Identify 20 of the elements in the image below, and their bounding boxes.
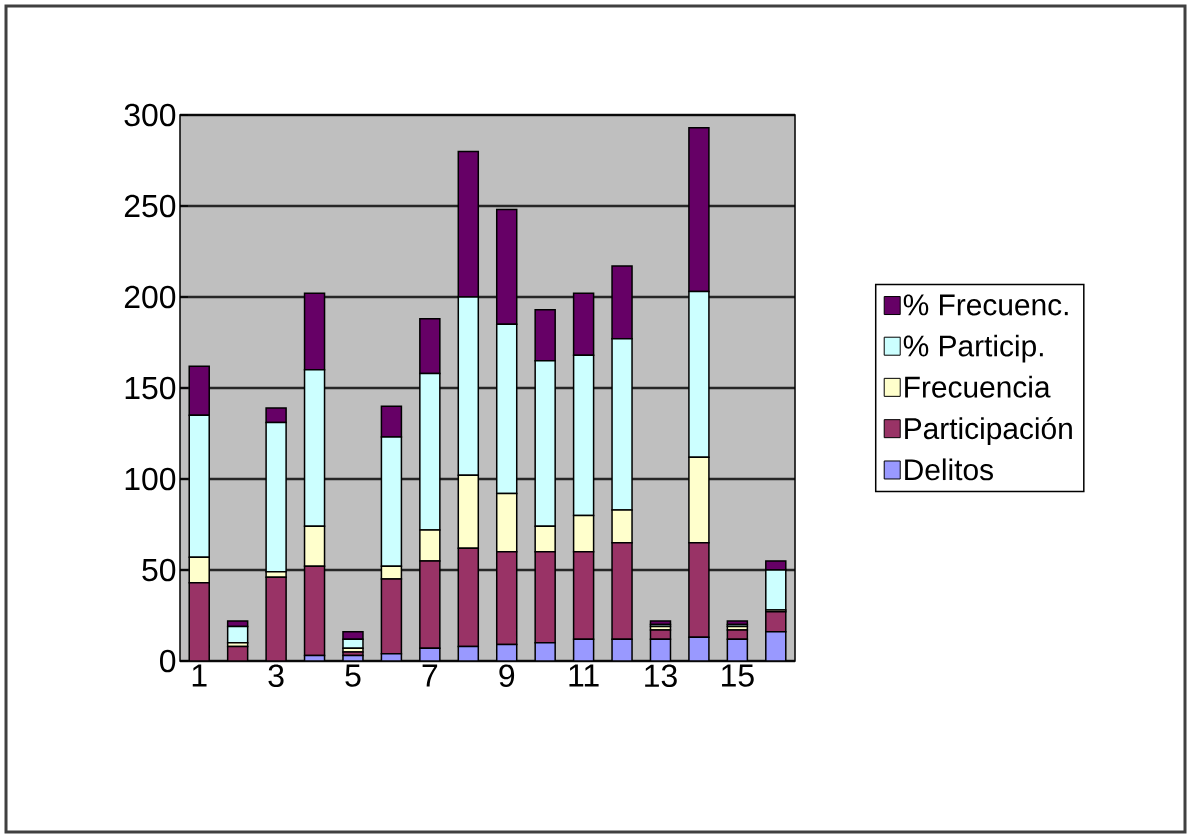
y-tick-label: 250 xyxy=(124,194,176,218)
x-tick-label: 11 xyxy=(569,664,599,687)
y-tick-label: 0 xyxy=(160,649,176,673)
legend-label: Frecuencia xyxy=(905,375,1051,398)
x-tick-label: 15 xyxy=(722,664,754,687)
y-tick-label: 150 xyxy=(125,376,176,400)
y-tick-label: 300 xyxy=(124,103,176,127)
y-tick-label: 200 xyxy=(124,285,176,309)
x-tick-label: 9 xyxy=(499,664,515,688)
legend-label: Delitos xyxy=(905,458,993,481)
x-tick-label: 3 xyxy=(268,664,284,688)
legend-label: % Particip. xyxy=(903,334,1043,363)
x-tick-label: 1 xyxy=(192,664,207,687)
legend-label: Participación xyxy=(905,416,1072,446)
y-tick-label: 50 xyxy=(142,558,176,582)
x-tick-label: 5 xyxy=(345,664,361,687)
legend-label: % Frecuenc. xyxy=(903,294,1068,316)
x-tick-label: 7 xyxy=(422,664,438,687)
y-tick-label: 100 xyxy=(125,467,176,491)
x-tick-label: 13 xyxy=(645,664,677,688)
